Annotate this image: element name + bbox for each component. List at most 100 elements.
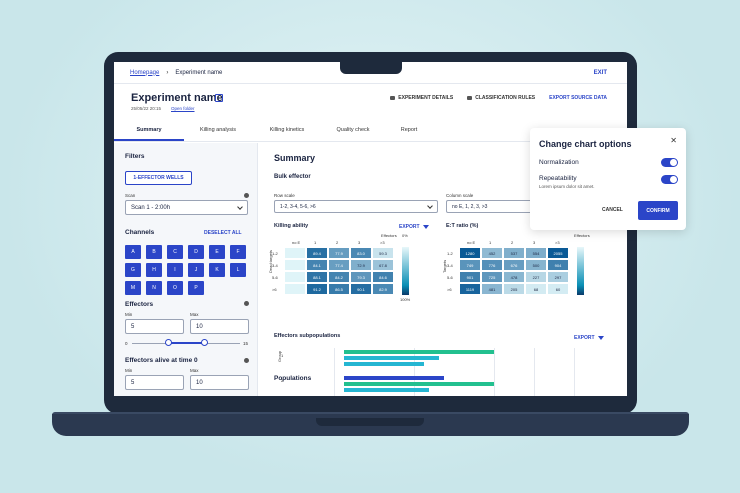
column-header: >3 <box>555 240 560 245</box>
channel-button[interactable]: A <box>125 245 141 259</box>
channel-button[interactable]: D <box>188 245 204 259</box>
copy-icon[interactable] <box>215 94 223 102</box>
open-folder-link[interactable]: Open folder <box>171 106 195 111</box>
channel-button[interactable]: J <box>188 263 204 277</box>
exit-button[interactable]: EXIT <box>593 70 607 76</box>
classification-rules-label: CLASSIFICATION RULES <box>475 95 536 101</box>
laptop-groove <box>316 418 424 426</box>
export-source-data-button[interactable]: EXPORT SOURCE DATA <box>549 95 607 101</box>
channel-button[interactable]: O <box>167 281 183 295</box>
close-icon[interactable]: ✕ <box>670 136 677 145</box>
chevron-down-icon <box>237 204 243 210</box>
heatmap-cell: 776 <box>481 259 503 271</box>
tab-quality-check[interactable]: Quality check <box>336 127 370 133</box>
repeatability-toggle[interactable] <box>661 175 678 184</box>
row-header: 3-4 <box>447 263 453 268</box>
group-tick: 2 <box>281 378 284 383</box>
effectors-max-input[interactable]: 10 <box>190 319 249 334</box>
confirm-button[interactable]: CONFIRM <box>638 201 678 220</box>
heatmap-cell: 84.1 <box>306 259 328 271</box>
tab-killing-kinetics[interactable]: Killing kinetics <box>269 127 305 133</box>
slider-thumb-max[interactable] <box>200 339 208 346</box>
channel-button[interactable]: I <box>167 263 183 277</box>
export-label: EXPORT <box>574 335 595 341</box>
heatmap-cell: 89.4 <box>306 247 328 259</box>
breadcrumb-current: Experiment name <box>175 69 223 76</box>
channel-button[interactable]: L <box>230 263 246 277</box>
legend-effectors: Effectors <box>381 233 397 238</box>
row-header: 1-2 <box>447 251 453 256</box>
alive-max-input[interactable]: 10 <box>190 375 249 390</box>
channel-button[interactable]: E <box>209 245 225 259</box>
export-button[interactable]: EXPORT <box>574 335 604 341</box>
channel-button[interactable]: N <box>146 281 162 295</box>
heatmap-cell: 297 <box>547 271 569 283</box>
row-scale-select[interactable]: 1-2, 3-4, 5-6, >6 <box>274 200 438 213</box>
alive-min-input[interactable]: 5 <box>125 375 184 390</box>
export-label: EXPORT <box>399 224 420 230</box>
slider-thumb-min[interactable] <box>164 339 172 346</box>
cancel-button[interactable]: CANCEL <box>602 207 623 213</box>
heatmap-cell <box>284 247 306 259</box>
gridline <box>494 348 495 396</box>
camera-notch <box>340 62 402 74</box>
effectors-alive-label: Effectors alive at time 0 <box>125 357 198 364</box>
info-icon[interactable] <box>244 358 249 363</box>
info-icon[interactable] <box>244 301 249 306</box>
heatmap-cell: 68 <box>525 283 547 295</box>
max-label: Max <box>190 368 199 373</box>
row-header: >6 <box>272 287 277 292</box>
repeatability-description: Lorem ipsum dolor sit amet. <box>539 184 595 189</box>
heatmap-cell: 205 <box>503 283 525 295</box>
min-label: Min <box>125 312 133 317</box>
column-header: 2 <box>336 240 339 245</box>
scan-select[interactable]: Scan 1 - 2:00h <box>125 200 248 215</box>
channel-button[interactable]: C <box>167 245 183 259</box>
heatmap-cell: 676 <box>503 259 525 271</box>
heatmap-cell: 452 <box>481 247 503 259</box>
experiment-date: 25/05/22 20:15 <box>131 106 162 111</box>
column-scale-label: Column scale <box>446 193 474 198</box>
channels-label: Channels <box>125 229 155 236</box>
bulk-effector-title: Bulk effector <box>274 174 311 180</box>
filters-sidebar: Filters 1-EFFECTOR WELLS Scan Scan 1 - 2… <box>114 143 258 396</box>
experiment-details-button[interactable]: EXPERIMENT DETAILS <box>390 95 453 101</box>
info-icon[interactable] <box>244 193 249 198</box>
tab-summary[interactable]: Summary <box>114 122 184 141</box>
channel-button[interactable]: H <box>146 263 162 277</box>
bar <box>344 362 424 366</box>
export-button[interactable]: EXPORT <box>399 224 429 230</box>
breadcrumb-home-link[interactable]: Homepage <box>130 69 160 76</box>
column-header: no E <box>467 240 476 245</box>
y-axis-label: Targets <box>442 259 447 273</box>
classification-rules-button[interactable]: CLASSIFICATION RULES <box>467 95 535 101</box>
channel-button[interactable]: G <box>125 263 141 277</box>
page-title: Experiment name <box>131 92 223 104</box>
scan-select-value: Scan 1 - 2:00h <box>131 204 171 211</box>
channel-button[interactable]: P <box>188 281 204 295</box>
color-scale-bottom-label: 100% <box>400 297 411 302</box>
heatmap-cell: 537 <box>503 247 525 259</box>
channel-button[interactable]: F <box>230 245 246 259</box>
slider-max-label: 15 <box>243 341 249 346</box>
max-label: Max <box>190 312 199 317</box>
heatmap-cell: 83.0 <box>350 247 372 259</box>
tab-report[interactable]: Report <box>400 127 418 133</box>
channel-button[interactable]: M <box>125 281 141 295</box>
heatmap-cell: 82.9 <box>372 283 394 295</box>
channel-button[interactable]: B <box>146 245 162 259</box>
channel-button[interactable]: K <box>209 263 225 277</box>
effector-wells-button[interactable]: 1-EFFECTOR WELLS <box>125 171 192 185</box>
bar <box>344 388 429 392</box>
deselect-all-button[interactable]: DESELECT ALL <box>204 230 242 236</box>
column-header: 1 <box>489 240 492 245</box>
heatmap-cell <box>284 259 306 271</box>
normalization-toggle[interactable] <box>661 158 678 167</box>
heatmap-cell <box>284 271 306 283</box>
effectors-min-input[interactable]: 5 <box>125 319 184 334</box>
list-icon <box>467 96 473 100</box>
list-icon <box>390 96 396 100</box>
tab-killing-analysis[interactable]: Killing analysis <box>199 127 237 133</box>
header-actions: EXPERIMENT DETAILS CLASSIFICATION RULES … <box>390 95 607 101</box>
chart-options-dialog: Change chart options ✕ Normalization Rep… <box>530 128 686 230</box>
